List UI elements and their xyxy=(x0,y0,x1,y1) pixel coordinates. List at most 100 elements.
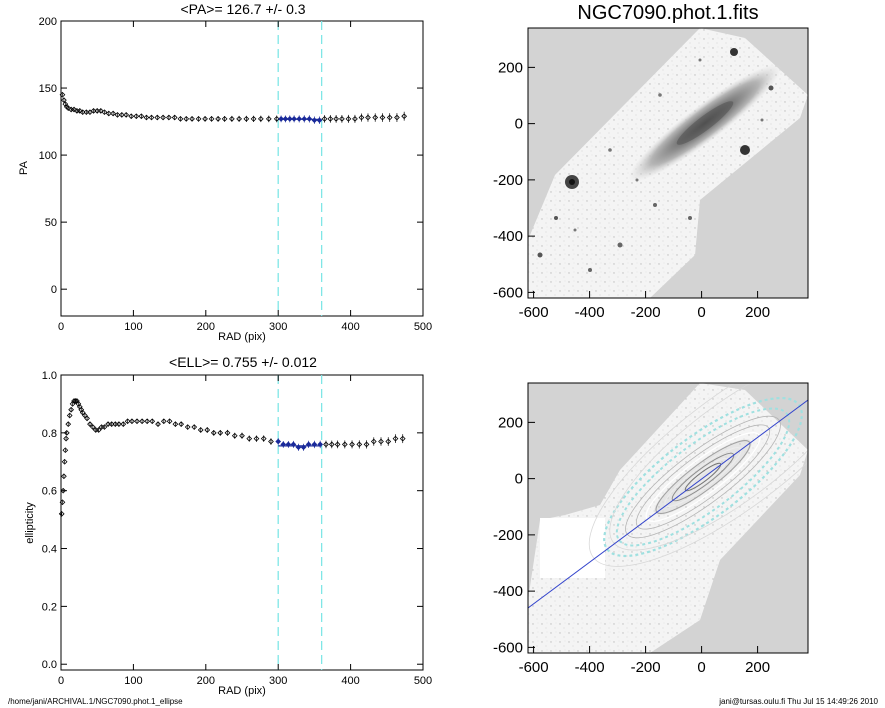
ell-data-point xyxy=(349,440,355,449)
contour-x-tick-label: -400 xyxy=(575,659,605,676)
pa-data-point xyxy=(339,114,345,123)
ell-data-point xyxy=(69,401,76,407)
ell-title: <ELL>= 0.755 +/- 0.012 xyxy=(169,354,317,370)
contour-x-tick-label: -200 xyxy=(631,659,661,676)
contour-x-ticks: -600 -400 -200 0 200 xyxy=(519,646,770,676)
ell-data-point xyxy=(197,427,204,433)
pa-data-points xyxy=(59,91,408,124)
ell-x-tick-label: 0 xyxy=(58,675,64,687)
isophote-ellipse xyxy=(678,457,728,497)
ell-data-point xyxy=(305,440,312,449)
ell-data-point xyxy=(149,418,156,425)
ell-boundary-lines xyxy=(277,375,323,670)
ell-data-point xyxy=(210,429,217,436)
ell-y-tick-label: 0.4 xyxy=(42,544,57,556)
ell-data-point xyxy=(65,421,72,428)
ell-y-axis-label: ellipticity xyxy=(24,502,36,544)
pa-data-point xyxy=(321,115,328,123)
image-title: NGC7090.phot.1.fits xyxy=(577,2,758,24)
image-x-tick-label: 0 xyxy=(697,304,705,321)
ell-data-point xyxy=(61,458,68,465)
contour-y-tick-label: -400 xyxy=(493,583,523,600)
ell-data-point xyxy=(191,424,198,430)
ell-data-point xyxy=(108,421,115,428)
pa-data-point xyxy=(386,113,393,122)
pa-x-axis-label: RAD (pix) xyxy=(218,331,266,343)
outer-contour xyxy=(609,383,808,551)
ell-data-point xyxy=(74,398,80,404)
contour-y-tick-label: -200 xyxy=(493,527,523,544)
pa-y-tick-label: 150 xyxy=(39,83,57,95)
ell-data-point xyxy=(92,427,99,433)
ell-data-point xyxy=(59,499,66,506)
ell-data-point xyxy=(399,434,406,444)
ell-data-point xyxy=(166,418,173,425)
ell-data-point xyxy=(63,435,69,442)
pa-data-point xyxy=(133,113,140,120)
galaxy-core xyxy=(676,101,734,145)
pa-data-point xyxy=(394,113,400,122)
pa-x-tick-label: 100 xyxy=(124,321,142,333)
pa-data-point xyxy=(243,115,250,122)
pa-y-tick-label: 0 xyxy=(51,284,57,296)
isophote-ellipse xyxy=(690,467,716,487)
pa-data-point xyxy=(316,116,323,124)
pa-y-tick-label: 100 xyxy=(39,150,57,162)
pa-panel: <PA>= 126.7 +/- 0.3 0 100 200 300 400 500 0 50… xyxy=(18,1,432,343)
pa-data-point xyxy=(61,97,67,103)
ell-data-point xyxy=(160,418,167,425)
pa-data-point xyxy=(301,115,308,123)
ell-x-tick-label: 400 xyxy=(341,675,359,687)
isophote-ellipse xyxy=(615,407,791,547)
pa-data-point xyxy=(257,115,264,123)
pa-data-point xyxy=(143,114,150,121)
ell-data-point xyxy=(323,440,329,449)
footer-user-timestamp: jani@tursas.oulu.fi Thu Jul 15 14:49:26 … xyxy=(719,697,878,706)
ellipticity-panel: <ELL>= 0.755 +/- 0.012 0 100 200 300 400 500 … xyxy=(24,354,432,697)
ell-data-points xyxy=(58,398,406,517)
pa-data-point xyxy=(365,113,371,122)
pa-data-point xyxy=(296,115,303,123)
pa-y-ticks: 0 50 100 150 200 xyxy=(39,16,423,296)
image-y-tick-label: 200 xyxy=(498,59,523,76)
ell-data-point xyxy=(275,438,282,445)
contour-y-tick-label: 0 xyxy=(515,471,523,488)
ell-data-point xyxy=(66,412,73,419)
pa-data-point xyxy=(177,116,184,122)
ell-data-point xyxy=(87,421,93,428)
ell-data-point xyxy=(334,440,341,449)
image-y-tick-label: -200 xyxy=(493,172,523,189)
pa-data-point xyxy=(62,101,69,108)
ell-data-point xyxy=(253,435,260,442)
ell-data-point xyxy=(285,440,292,448)
pa-data-point xyxy=(372,113,379,122)
image-x-tick-label: 200 xyxy=(745,304,770,321)
contour-x-tick-label: -600 xyxy=(519,659,549,676)
pa-data-point xyxy=(327,115,334,123)
ell-data-point xyxy=(328,440,335,449)
pa-data-point xyxy=(291,115,297,123)
pa-data-point xyxy=(189,116,195,122)
image-x-tick-label: -600 xyxy=(519,304,549,321)
ell-x-tick-label: 200 xyxy=(197,675,215,687)
pa-data-point xyxy=(128,113,135,120)
ell-data-point xyxy=(184,424,191,430)
pa-boundary-lines xyxy=(277,21,323,316)
ell-data-point xyxy=(172,421,179,428)
contour-x-tick-label: 200 xyxy=(745,659,770,676)
pa-y-tick-label: 200 xyxy=(39,16,57,28)
image-x-tick-label: -200 xyxy=(631,304,661,321)
ell-data-point xyxy=(75,401,82,407)
ell-data-point xyxy=(61,473,67,480)
ell-data-point xyxy=(378,437,384,446)
ell-data-point xyxy=(79,409,86,416)
ell-y-tick-label: 0.0 xyxy=(42,659,57,671)
ell-x-tick-label: 500 xyxy=(414,675,432,687)
contour-y-tick-label: 200 xyxy=(498,414,523,431)
isophote-ellipse xyxy=(671,452,735,502)
pa-data-point xyxy=(311,116,318,124)
contour-image-panel: -600 -400 -200 0 200 200 0 -200 -400 -600 xyxy=(493,382,809,676)
pa-data-point xyxy=(352,114,358,123)
pa-data-point xyxy=(74,107,80,114)
